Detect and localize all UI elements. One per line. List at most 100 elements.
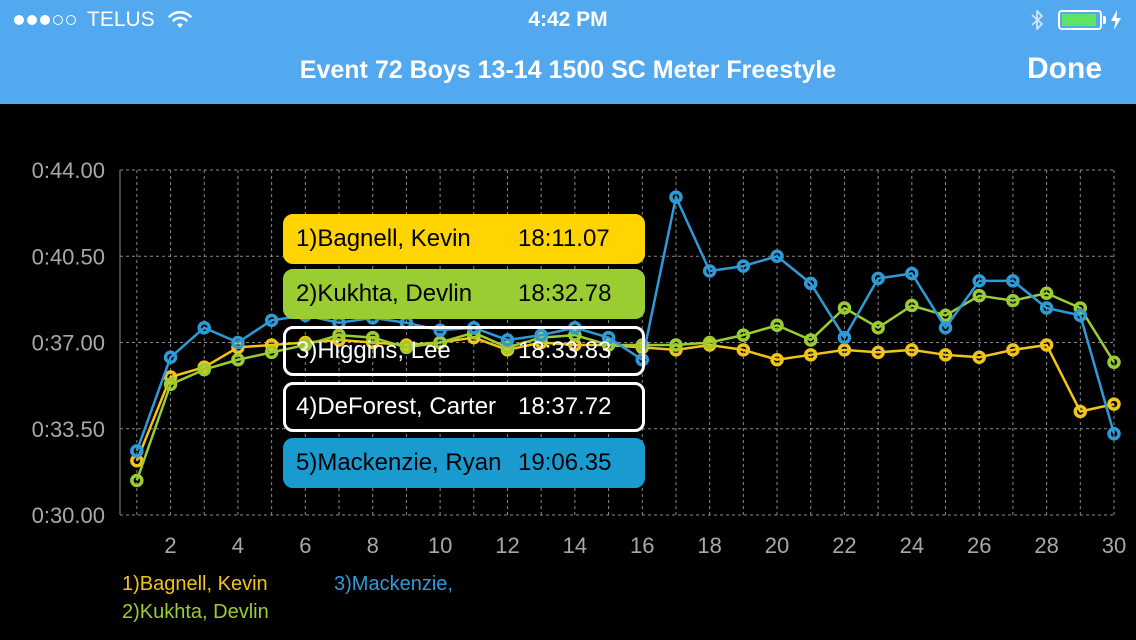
swimmer-name: 5)Mackenzie, Ryan [296,449,502,476]
battery-cap [1103,16,1106,24]
x-tick-label: 22 [832,533,856,558]
bluetooth-icon [1031,10,1043,30]
charging-bolt-icon [1111,10,1121,30]
done-button[interactable]: Done [1027,52,1102,85]
x-tick-label: 12 [495,533,519,558]
signal-dot [53,15,63,25]
data-point [433,335,447,350]
carrier-name: TELUS [87,8,155,31]
data-point [736,343,751,357]
x-tick-label: 16 [630,533,654,558]
legend-entry: 2)Kukhta, Devlin [122,601,269,623]
data-point [1107,426,1121,441]
chart-grid [119,169,1115,516]
signal-dot [66,15,76,25]
legend-entry: 3)Mackenzie, [334,573,453,595]
x-tick-label: 24 [900,533,924,558]
data-point [130,444,144,458]
status-bar-right [1030,8,1122,32]
data-point [837,301,852,315]
data-point [938,308,953,323]
data-point [770,249,784,263]
y-axis-ticks: 0:30.00 0:33.50 0:37.00 0:40.50 0:44.00 [32,158,105,528]
swimmer-time: 18:33.83 [518,337,612,364]
signal-dot [14,15,24,25]
data-point [534,328,548,342]
data-point [1073,301,1088,315]
data-point [1006,293,1020,308]
data-point [332,328,346,342]
data-point [163,377,178,392]
swimmer-time: 18:37.72 [518,393,612,420]
data-point [568,328,582,342]
navigation-header: TELUS 4:42 PM Event 72 Boys 13-14 1500 S… [0,0,1136,104]
swimmer-time: 18:32.78 [518,280,612,307]
data-point [500,340,515,355]
data-point [298,338,313,352]
data-point [231,335,245,350]
data-point [365,330,380,345]
swimmer-name: 2)Kukhta, Devlin [296,280,473,307]
data-point [837,343,852,357]
status-bar-left: TELUS [14,8,193,32]
data-point [601,330,616,345]
signal-dot [40,15,50,25]
swimmer-name: 1)Bagnell, Kevin [296,225,471,252]
data-point [972,274,986,288]
x-tick-label: 2 [164,533,176,558]
x-tick-label: 4 [232,533,244,558]
data-point [163,350,178,365]
data-point [197,362,211,377]
tooltip-row: 4)DeForest, Carter 18:37.72 [283,382,645,432]
data-point [669,190,683,204]
wifi-icon [167,10,192,28]
data-point [1073,404,1088,419]
data-point [1006,274,1020,288]
data-point [972,350,986,365]
data-point [163,370,178,384]
battery-level [1062,14,1097,26]
data-point [1107,397,1121,411]
signal-dot [27,15,37,25]
data-point [871,320,885,335]
data-point [905,298,919,313]
data-point [803,333,818,347]
page-title: Event 72 Boys 13-14 1500 SC Meter Freest… [299,56,837,84]
swimmer-time: 19:06.35 [518,449,612,476]
data-point [197,320,211,335]
y-tick-label: 0:44.00 [32,158,105,183]
swimmer-name: 3)Higgins, Lee [296,337,451,364]
data-point [1039,301,1054,315]
legend-entry: 1)Bagnell, Kevin [122,573,268,595]
data-point [1006,343,1020,357]
x-tick-label: 10 [428,533,452,558]
signal-strength-icon [14,15,79,25]
tooltip-row: 1)Bagnell, Kevin 18:11.07 [283,214,645,264]
data-point [736,328,751,342]
data-point [770,318,784,332]
x-tick-label: 6 [299,533,311,558]
data-point [972,288,986,303]
x-tick-label: 28 [1034,533,1058,558]
x-axis-ticks: 2 4 6 8 10 12 14 16 18 20 22 24 26 28 30 [164,533,1126,558]
data-point [736,259,751,273]
data-point [803,276,818,291]
swimmer-name: 4)DeForest, Carter [296,393,497,420]
x-tick-label: 8 [367,533,379,558]
data-point [130,473,144,488]
data-point [905,343,919,357]
y-tick-label: 0:40.50 [32,244,105,269]
tooltip-row: 2)Kukhta, Devlin 18:32.78 [283,269,645,319]
swimmer-time: 18:11.07 [518,225,610,252]
y-tick-label: 0:37.00 [32,331,105,356]
data-point [264,338,279,352]
data-point [601,338,616,352]
data-point [500,333,515,347]
data-point [264,345,279,360]
data-point [231,353,245,367]
data-point [1039,338,1054,352]
battery-icon [1058,10,1102,30]
data-point [399,340,414,355]
series-group [130,286,1121,488]
data-point [938,320,953,335]
